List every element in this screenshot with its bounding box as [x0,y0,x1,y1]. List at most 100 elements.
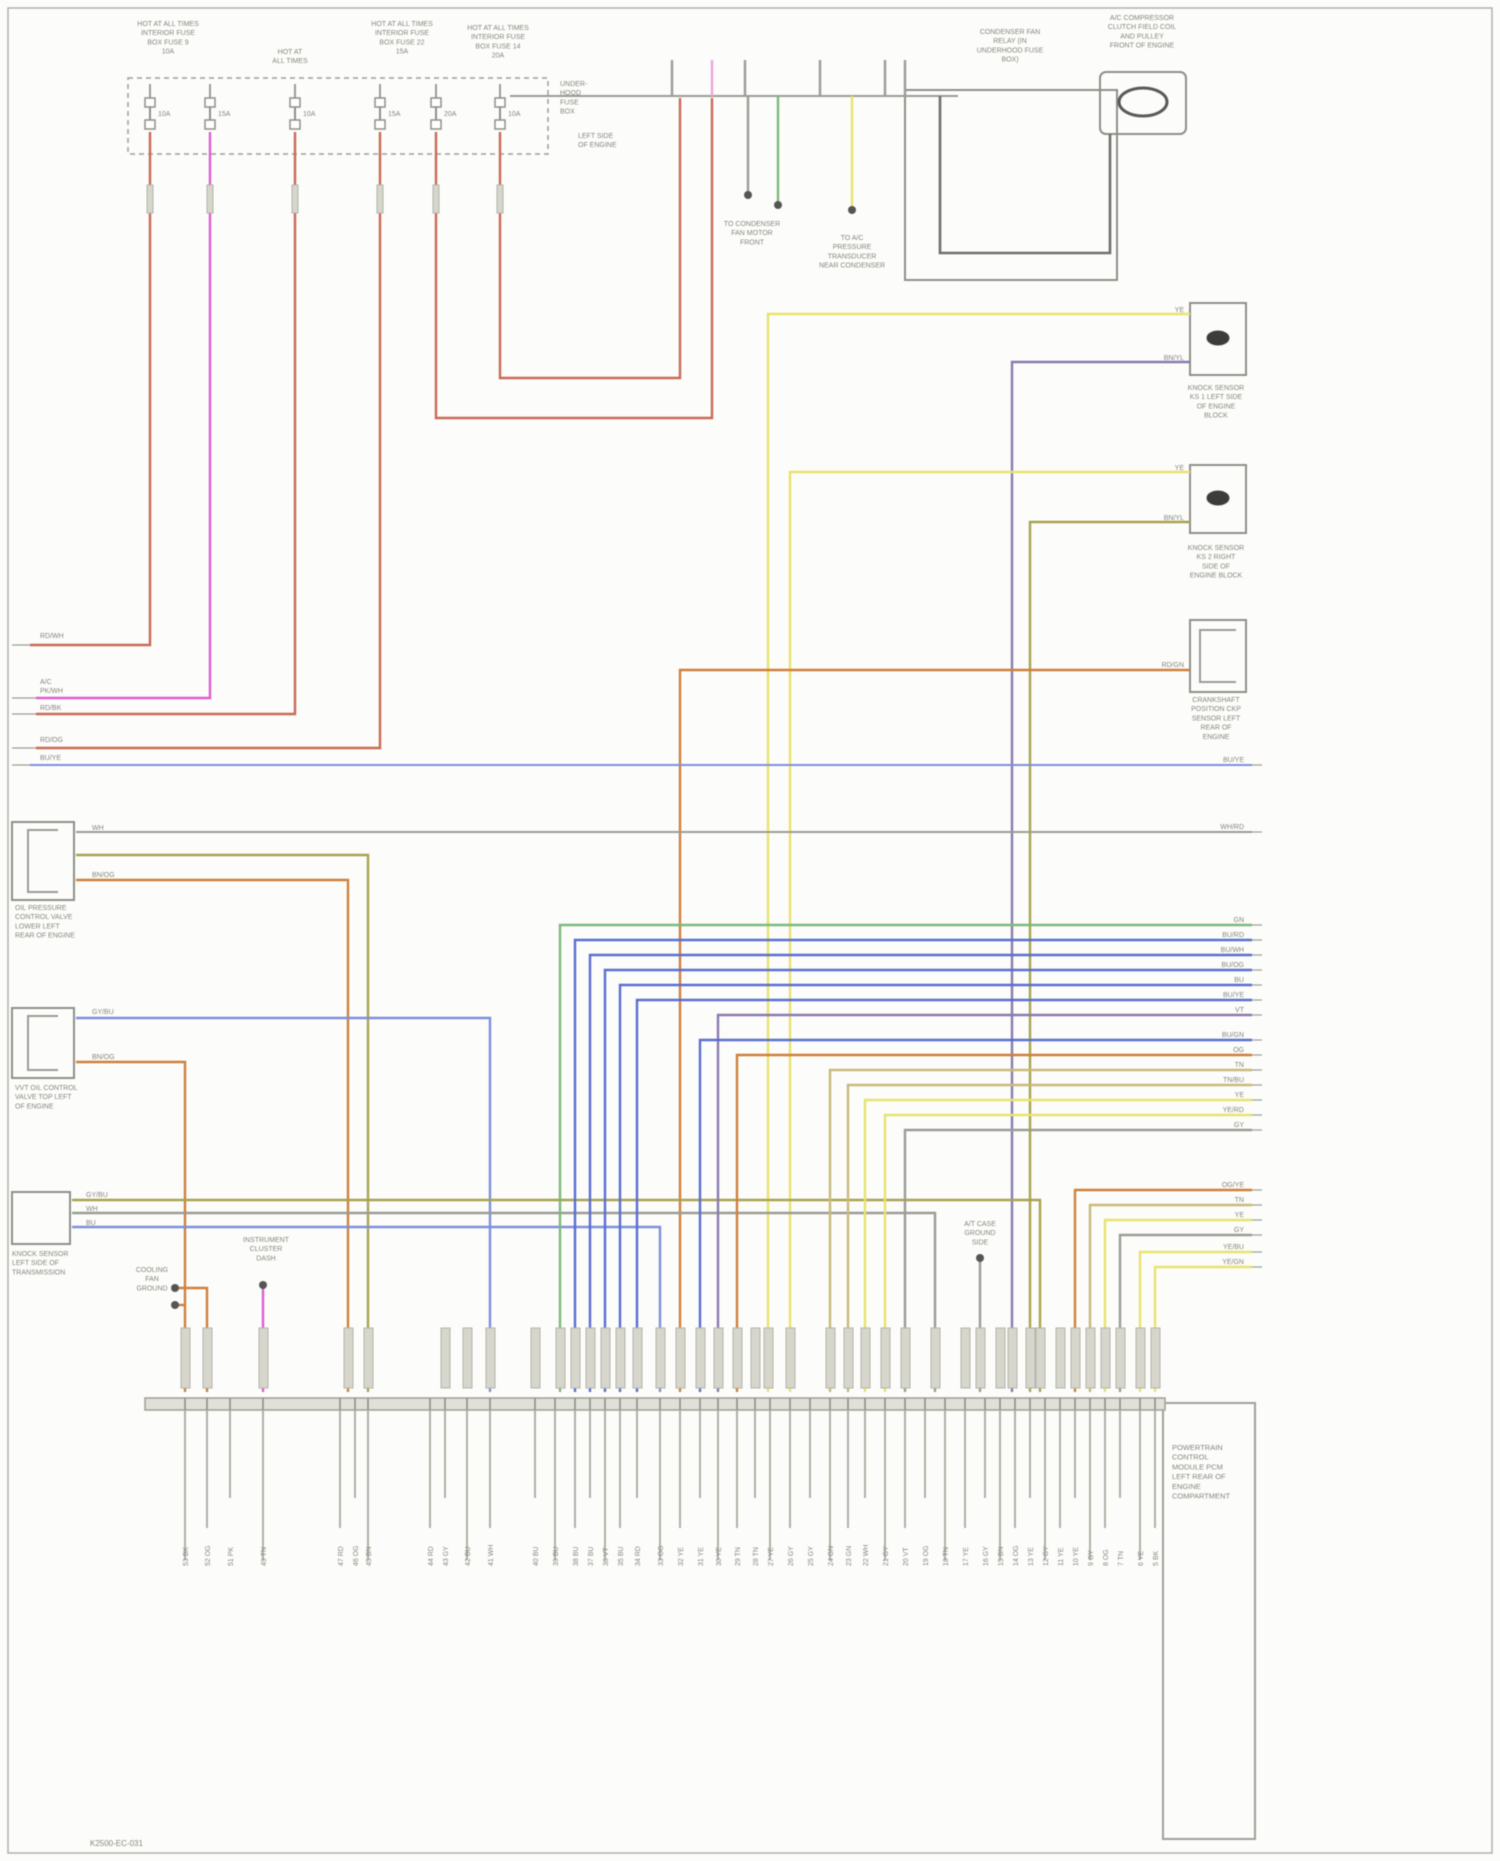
wire-tag-bottom-31 [975,1327,986,1389]
wire-ks2-bnyl [1028,520,1190,1392]
rm-1055: OG [1233,1047,1244,1054]
fuse-4-amp-label: 15A [388,111,401,118]
strip-pin-label-2: 52 OG [205,1545,212,1566]
strip-pin-label-27: 25 GY [808,1546,815,1566]
wire-ckp-rdgn [678,668,1190,1392]
wire-tag-bottom-42 [1150,1327,1161,1389]
wire-ks1-bnyl [1010,360,1190,1392]
junction-dot-2 [774,201,782,209]
ks2-oval [1206,490,1230,506]
left-margin-2: A/C PK/WH [40,679,63,695]
strip-pin-label-33: 19 OG [923,1545,930,1566]
fuse-2-top-terminal [204,97,216,108]
wire-tag-bottom-25 [843,1327,854,1389]
rm-955: BU/WH [1221,947,1244,954]
ckp-bracket [1199,629,1236,683]
rm-1040: BU/GN [1222,1032,1244,1039]
knock-sensor-1-box [1189,302,1247,376]
ckp-label: CRANKSHAFT POSITION CKP SENSOR LEFT REAR OF… [1191,697,1241,741]
brand-oval [1117,86,1169,118]
strip-pin-label-4: 49 TN [261,1547,268,1566]
left-margin-4: RD/OG [40,737,63,744]
strip-pin-label-13: 39 BU [553,1547,560,1566]
wire-mid-gy [903,1128,1252,1392]
vvt-valve-box [11,1007,75,1079]
rm-1235: GY [1234,1227,1244,1234]
fuse-3-amp-label: 10A [303,111,316,118]
ksl-pin-2: WH [86,1206,98,1213]
wire-tag-bottom-26 [860,1327,871,1389]
strip-pin-label-12: 40 BU [533,1547,540,1566]
fuse-5-top-terminal [430,97,442,108]
rm-1252: YE/BU [1223,1244,1244,1251]
strip-pin-label-35: 17 YE [963,1547,970,1566]
fuse4-header: HOT AT ALL TIMES INTERIOR FUSE BOX FUSE 22… [371,21,433,56]
corner-code: K2500-EC-031 [90,1839,143,1848]
wire-tag-bottom-5 [363,1327,374,1389]
ac-clutch-component [1099,71,1187,135]
wire-tag-bottom-38 [1085,1327,1096,1389]
knock-sensor-2-box [1189,464,1247,534]
fuse-5-amp-label: 20A [444,111,457,118]
rm-1115: YE/RD [1223,1107,1244,1114]
fan-motor-note: TO CONDENSER FAN MOTOR FRONT [724,221,780,246]
strip-pin-label-18: 34 RD [635,1546,642,1566]
ksl-pin-3: BU [86,1220,96,1227]
left-margin-5: BU/YE [40,755,61,762]
strip-pin-label-11: 41 WH [488,1545,495,1566]
strip-pin-label-36: 16 GY [983,1546,990,1566]
wire-mid-ye2 [883,1113,1252,1392]
wire-tag-bottom-6 [440,1327,451,1389]
wire-tag-top-2 [206,184,214,214]
wire-tag-bottom-8 [485,1327,496,1389]
strip-pin-label-21: 31 YE [698,1547,705,1566]
wire-tag-top-3 [291,184,299,214]
wire-tag-bottom-11 [570,1327,581,1389]
wire-fuse5-loop-rd [434,98,714,420]
wire-relay-loop [938,96,1112,255]
atcase-note: A/T CASE GROUND SIDE [964,1221,996,1246]
relay-label: CONDENSER FAN RELAY (IN UNDERHOOD FUSE BOX) [977,29,1044,64]
strip-pin-label-22: 30 YE [716,1547,723,1566]
strip-pin-label-37: 15 BN [998,1547,1005,1566]
wire-fuse3-feed-rd [36,132,297,716]
rm-970: BU/OG [1221,962,1244,969]
ksl-label: KNOCK SENSOR LEFT SIDE OF TRANSMISSION [12,1251,68,1276]
fuse-1-top-terminal [144,97,156,108]
rm-1220: YE [1235,1212,1245,1219]
fuse-box-outline [127,77,549,155]
strip-pin-label-24: 28 TN [753,1547,760,1566]
strip-pin-label-7: 45 BN [366,1547,373,1566]
wire-tag-bottom-23 [785,1327,796,1389]
rm-765: BU/YE [1223,757,1244,764]
strip-pin-label-23: 29 TN [735,1547,742,1566]
fuse-5-bottom-terminal [430,119,442,130]
wire-hook-ogye [1073,1188,1252,1392]
strip-pin-label-46: 6 YE [1138,1551,1145,1566]
strip-pin-label-43: 9 GY [1088,1550,1095,1566]
rm-985: BU [1234,977,1244,984]
vvt-label: VVT OIL CONTROL VALVE TOP LEFT OF ENGINE [15,1085,78,1110]
strip-pin-label-38: 14 OG [1013,1545,1020,1566]
wire-fuse2-feed-pk [36,132,212,700]
fuse-4-top-terminal [374,97,386,108]
wire-mid-bu4 [618,983,1252,1392]
knock-sensor-left-box [11,1191,71,1245]
wire-tag-bottom-3 [258,1327,269,1389]
ks2-pin-bnyl: BN/YL [1164,515,1184,522]
oil-pressure-valve-box [11,821,75,901]
wire-mid-gn [558,923,1252,1392]
wire-tag-bottom-27 [880,1327,891,1389]
wire-mid-bu5 [635,998,1252,1392]
wire-tag-bottom-28 [900,1327,911,1389]
wire-tag-bottom-2 [202,1327,213,1389]
strip-pin-label-10: 42 BU [465,1547,472,1566]
strip-pin-label-41: 11 YE [1058,1547,1065,1566]
fuse-2-bottom-terminal [204,119,216,130]
pcm-connector-strip [144,1397,1166,1411]
wire-mid-og [735,1053,1252,1392]
wire-tag-bottom-40 [1115,1327,1126,1389]
strip-pin-label-17: 35 BU [618,1547,625,1566]
